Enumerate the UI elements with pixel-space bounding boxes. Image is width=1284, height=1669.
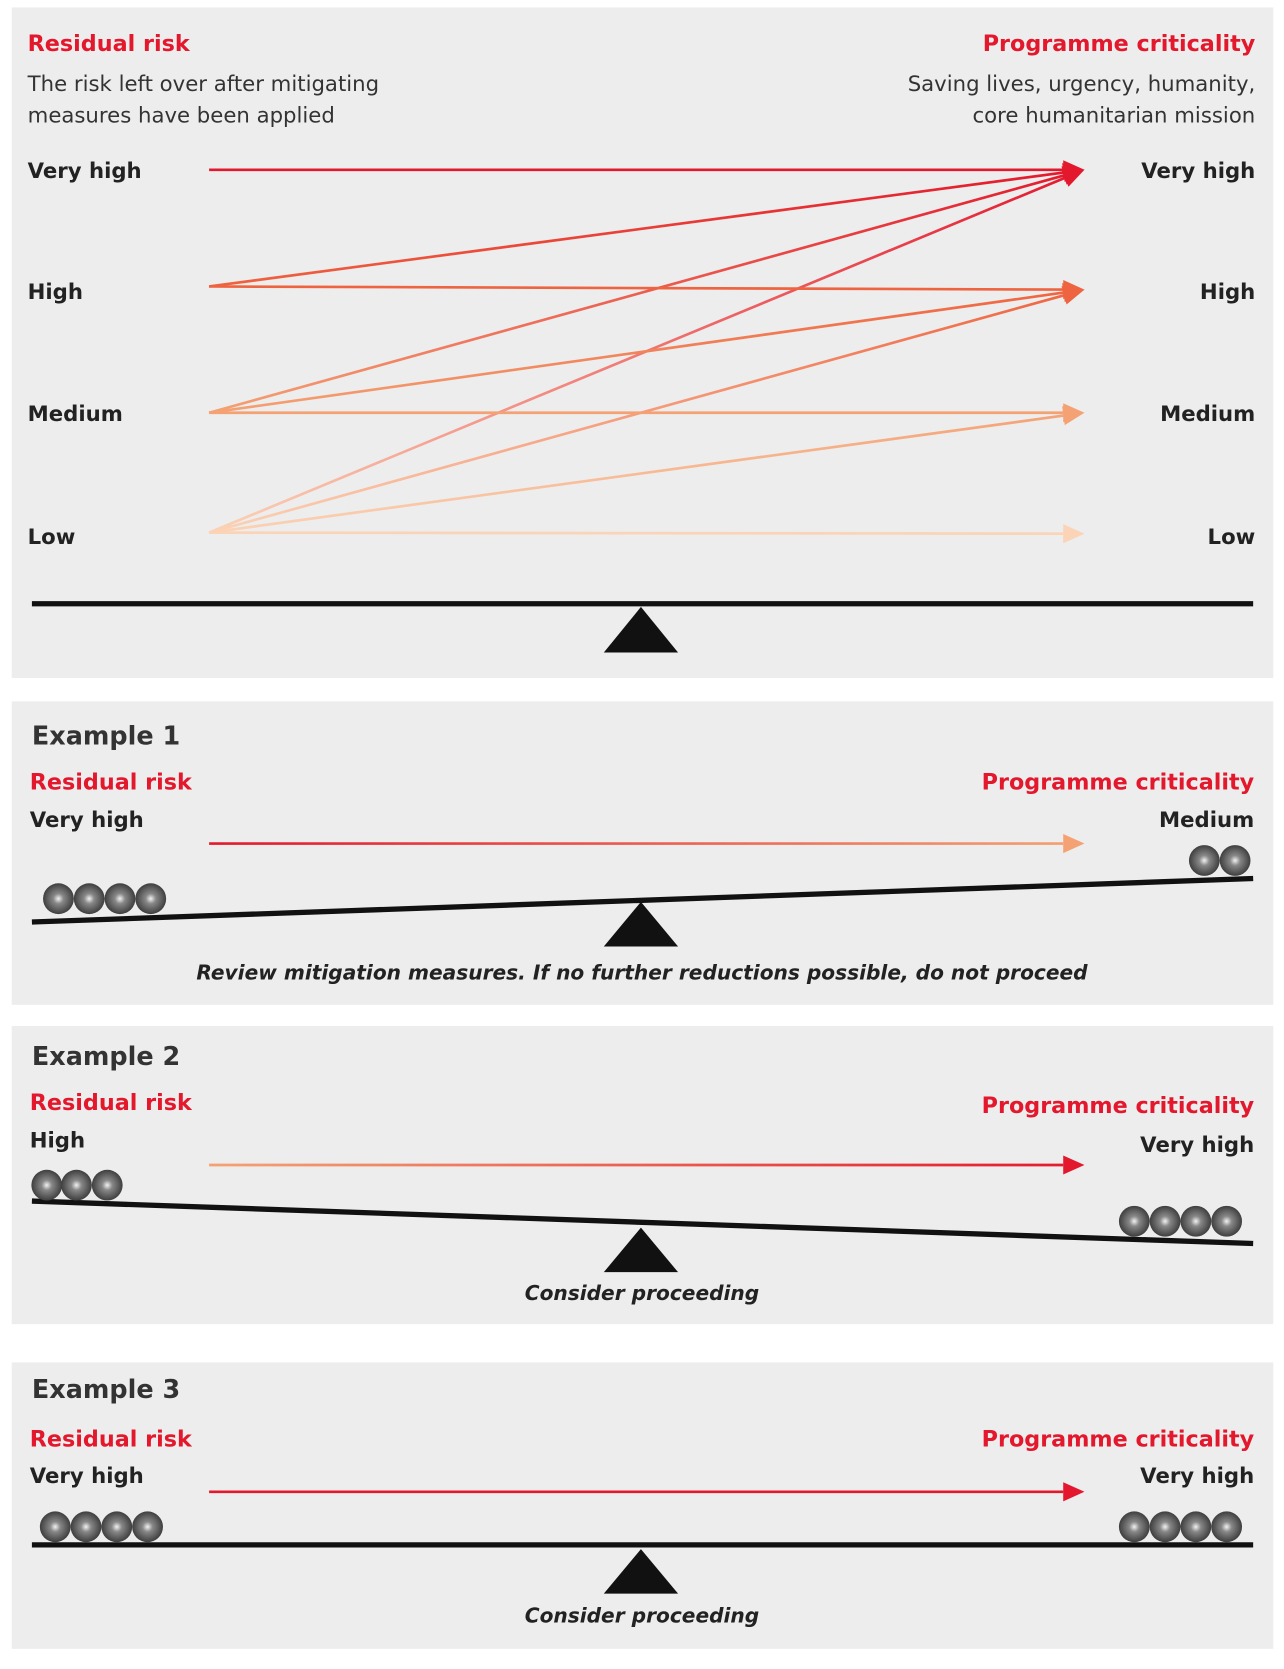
arrow-head — [1063, 1155, 1085, 1175]
left-level: High — [30, 1129, 85, 1154]
left-desc: The risk left over after mitigating — [27, 72, 379, 97]
left-desc: measures have been applied — [28, 104, 335, 129]
right-desc: core humanitarian mission — [973, 104, 1256, 129]
weight — [1149, 1205, 1181, 1237]
weight — [1219, 845, 1251, 876]
weight — [1211, 1511, 1243, 1543]
weight — [1118, 1205, 1150, 1237]
weight — [101, 1511, 133, 1543]
weight — [39, 1511, 71, 1543]
right-title: Programme criticality — [982, 1093, 1255, 1119]
weight — [132, 1511, 163, 1543]
weight — [91, 1169, 123, 1201]
verdict: Review mitigation measures. If no furthe… — [196, 961, 1088, 985]
right-level: Very high — [1141, 159, 1255, 184]
example-title: Example 2 — [32, 1042, 180, 1072]
arrow-line — [209, 285, 1064, 291]
left-level: Very high — [28, 159, 142, 184]
beam — [31, 875, 1254, 925]
right-title: Programme criticality — [982, 770, 1255, 796]
arrow-head — [1063, 403, 1085, 423]
arrow-head — [1063, 524, 1085, 544]
right-desc: Saving lives, urgency, humanity, — [908, 72, 1256, 97]
arrow-line — [208, 176, 1066, 534]
weight — [61, 1169, 92, 1201]
panel — [11, 7, 1274, 678]
left-title: Residual risk — [28, 31, 191, 57]
arrow-head — [1063, 833, 1085, 854]
weight — [1211, 1205, 1243, 1237]
right-title: Programme criticality — [983, 31, 1256, 57]
arrow-line — [208, 414, 1064, 534]
left-level: Very high — [30, 1464, 144, 1489]
verdict: Consider proceeding — [525, 1281, 759, 1305]
left-level: Very high — [30, 808, 144, 833]
beam — [31, 1198, 1254, 1247]
arrow-head — [1063, 1482, 1085, 1502]
arrow-line — [209, 531, 1064, 535]
weight — [1118, 1511, 1150, 1543]
weight — [31, 1169, 63, 1201]
right-level: Low — [1208, 525, 1256, 550]
weight — [1149, 1511, 1181, 1543]
panel — [11, 1026, 1274, 1325]
weight — [104, 883, 136, 915]
weight — [1188, 845, 1220, 876]
arrow-line — [208, 174, 1065, 415]
fulcrum — [603, 606, 679, 653]
left-title: Residual risk — [30, 1090, 193, 1116]
weight — [73, 883, 105, 915]
right-level: Medium — [1160, 402, 1255, 427]
left-title: Residual risk — [30, 1426, 193, 1452]
panel — [11, 701, 1274, 1005]
left-level: Medium — [28, 402, 123, 427]
fulcrum — [603, 1227, 679, 1273]
weight — [70, 1511, 102, 1543]
example-title: Example 1 — [32, 721, 180, 751]
verdict: Consider proceeding — [525, 1604, 759, 1628]
arrow-line — [208, 291, 1064, 415]
right-level: Medium — [1159, 808, 1254, 833]
left-level: High — [28, 280, 83, 305]
weight — [43, 883, 74, 915]
weight — [135, 883, 167, 915]
right-level: Very high — [1140, 1464, 1254, 1489]
arrow-line — [208, 171, 1064, 288]
fulcrum — [603, 1549, 679, 1594]
panel — [11, 1362, 1274, 1649]
right-title: Programme criticality — [982, 1426, 1255, 1452]
weight — [1180, 1511, 1212, 1543]
left-level: Low — [28, 525, 76, 550]
right-level: Very high — [1140, 1133, 1254, 1158]
left-title: Residual risk — [30, 770, 193, 796]
weight — [1180, 1205, 1212, 1237]
arrow-head — [1063, 280, 1085, 300]
arrow-head — [1063, 160, 1085, 180]
fulcrum — [603, 901, 679, 947]
right-level: High — [1200, 280, 1255, 305]
example-title: Example 3 — [32, 1375, 180, 1405]
